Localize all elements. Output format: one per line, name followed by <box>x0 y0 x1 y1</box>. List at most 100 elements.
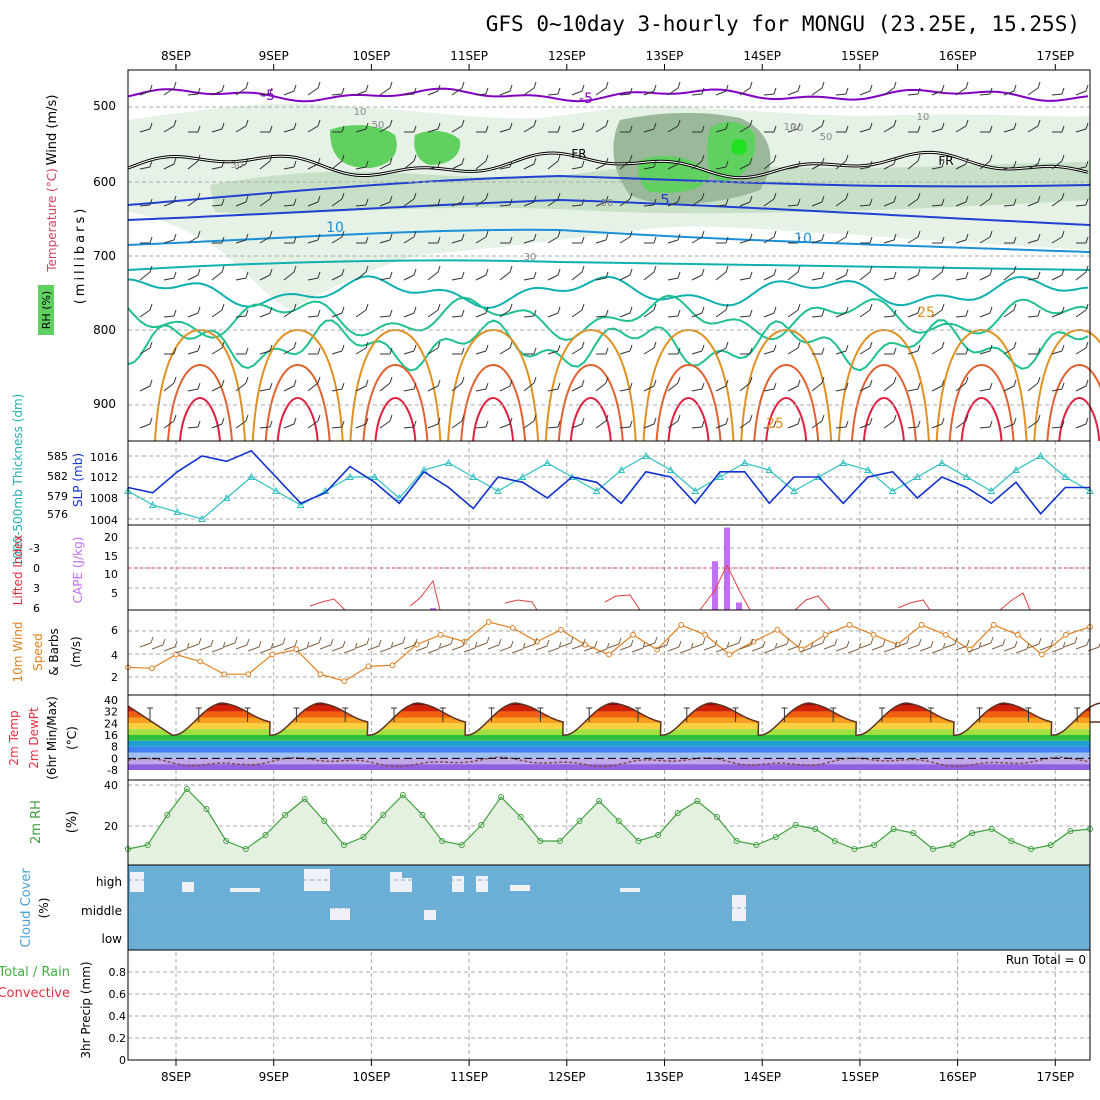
wind-barb <box>653 417 657 425</box>
wind-barb <box>293 122 297 130</box>
wind-barb-10m <box>223 642 236 648</box>
wind-barb <box>293 84 297 92</box>
wind-barb <box>403 198 415 207</box>
rh2m-axis-label: 2m RH <box>29 800 44 844</box>
wind-barb <box>869 84 873 92</box>
wind-barb <box>221 417 225 425</box>
wind-barb-10m <box>846 640 850 648</box>
wind-barb-10m <box>379 647 392 653</box>
wind-barb <box>485 192 489 200</box>
wind-speed-marker <box>630 631 636 638</box>
wind-barb <box>917 87 921 95</box>
wind-barb <box>509 122 513 130</box>
wind-barb <box>893 271 897 279</box>
wind-barb <box>605 195 609 203</box>
wind-barb <box>427 423 439 429</box>
wind-barb-10m <box>487 644 500 650</box>
thickness-marker <box>962 472 971 480</box>
wind-barb <box>917 230 921 238</box>
wind-barb <box>931 309 943 318</box>
wind-speed-marker <box>365 663 372 670</box>
contour-minus5 <box>127 87 1089 103</box>
wind-barb <box>1051 198 1063 207</box>
date-label: 10SEP <box>353 49 391 63</box>
wind-barb-10m <box>679 648 692 654</box>
wind-barb-10m <box>547 647 560 653</box>
wind-barb <box>955 315 967 318</box>
wind-barb <box>715 423 727 429</box>
wind-barb <box>365 417 369 425</box>
wind-barb <box>557 420 561 428</box>
wind-barb <box>715 90 727 96</box>
contour-label: 30 <box>791 123 804 134</box>
wind-barb <box>331 236 343 244</box>
wind-barb <box>581 417 585 425</box>
wind-barb <box>931 385 943 392</box>
wind-barb <box>907 388 919 392</box>
wind-barb <box>979 388 991 392</box>
wind-barb <box>605 271 609 279</box>
wind-barb <box>259 198 271 207</box>
wind-speed-tick: 4 <box>111 649 118 662</box>
thickness-marker <box>1061 472 1070 480</box>
wind-barb <box>557 382 561 390</box>
wind-barb <box>163 125 175 133</box>
wind-speed-marker <box>822 631 829 638</box>
wind-barb-10m <box>258 640 262 648</box>
wind-barb <box>931 204 943 207</box>
thickness-marker <box>198 514 206 522</box>
wind-barb-10m <box>847 648 860 654</box>
wind-barb <box>523 87 535 96</box>
wind-barb <box>571 90 583 96</box>
wind-barb-10m <box>247 646 260 652</box>
wind-barb <box>389 195 393 203</box>
wind-barb <box>643 309 655 318</box>
wind-barb <box>595 277 607 281</box>
wind-barb-10m <box>750 638 754 646</box>
wind-barb-10m <box>955 645 968 651</box>
contour-label: 5 <box>660 191 670 209</box>
wind-barb <box>461 347 465 355</box>
wind-barb <box>677 195 681 203</box>
wind-barb <box>509 379 513 387</box>
wind-barb-10m <box>427 648 440 654</box>
wind-barb <box>413 87 417 95</box>
wind-barb <box>379 315 391 318</box>
wind-barb <box>883 382 895 392</box>
wind-barb-10m <box>439 643 452 649</box>
wind-barb-10m <box>522 642 526 650</box>
contour-30 <box>472 396 515 442</box>
wind-barb <box>557 268 561 276</box>
wind-barb <box>547 350 559 355</box>
wind-barb <box>667 315 679 318</box>
wind-barb <box>149 198 153 206</box>
wind-speed-marker <box>774 626 781 633</box>
date-label: 16SEP <box>939 49 977 63</box>
wind-barb <box>187 274 199 281</box>
wind-barb <box>821 414 825 422</box>
wind-barb <box>845 420 849 428</box>
wind-barb <box>173 376 177 384</box>
wind-speed-tick: 6 <box>111 624 118 637</box>
wind-barb <box>139 128 151 133</box>
wind-speed-marker <box>437 631 444 638</box>
contour-freezing-inner <box>127 151 1089 179</box>
wind-barb <box>917 344 921 352</box>
wind-barb <box>1075 423 1087 429</box>
wind-barb <box>293 417 297 425</box>
wind-barb <box>389 233 393 241</box>
wind-barb <box>667 420 679 429</box>
wind-barb <box>787 166 799 170</box>
wind-barb <box>341 192 345 200</box>
wind-barb <box>317 347 321 355</box>
wind-barb-10m <box>990 636 994 644</box>
cloud-bar <box>452 876 464 892</box>
lifted-index-line <box>897 599 931 611</box>
wind-barb <box>701 344 705 352</box>
rh-line <box>127 788 1091 850</box>
wind-barb-10m <box>871 645 884 651</box>
cloud-bar <box>230 888 260 892</box>
wind-barb-10m <box>451 645 464 651</box>
wind-barb <box>941 198 945 206</box>
wind-barb <box>1061 230 1065 238</box>
